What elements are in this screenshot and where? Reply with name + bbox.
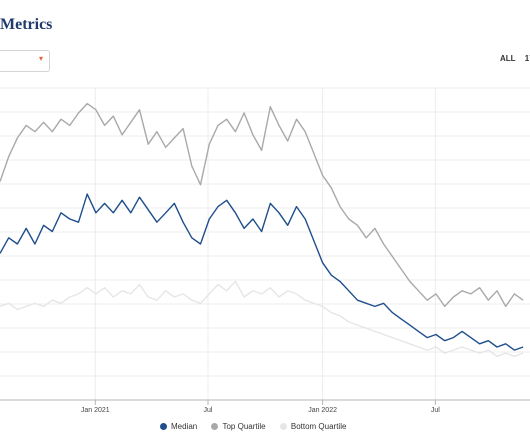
series-line-bottom-quartile: [0, 280, 524, 357]
legend-item-top-quartile[interactable]: Top Quartile: [211, 422, 266, 431]
page-title: Metrics: [0, 16, 53, 33]
legend-item-median[interactable]: Median: [160, 422, 197, 431]
legend-label-median: Median: [171, 422, 198, 431]
x-tick-label: Jul: [431, 407, 440, 414]
time-range-selector: ALL 1Y: [500, 54, 530, 63]
legend-label-bottom-quartile: Bottom Quartile: [290, 422, 347, 431]
legend-dot-median: [160, 423, 167, 430]
legend-item-bottom-quartile[interactable]: Bottom Quartile: [279, 422, 347, 431]
legend-label-top-quartile: Top Quartile: [222, 422, 266, 431]
series-line-top-quartile: [0, 102, 524, 308]
series-line-median: [0, 193, 524, 351]
x-tick-label: Jan 2021: [81, 407, 110, 414]
legend-dot-bottom-quartile: [279, 423, 287, 430]
metric-select-dropdown[interactable]: ▾: [0, 50, 50, 72]
chevron-down-icon[interactable]: ▾: [38, 54, 43, 63]
chart-legend: Median Top Quartile Bottom Quartile: [160, 422, 358, 431]
range-1y-button[interactable]: 1Y: [524, 54, 530, 63]
legend-dot-top-quartile: [211, 423, 219, 430]
range-all-button[interactable]: ALL: [500, 54, 516, 63]
x-tick-label: Jul: [204, 407, 213, 414]
x-tick-label: Jan 2022: [308, 407, 337, 414]
